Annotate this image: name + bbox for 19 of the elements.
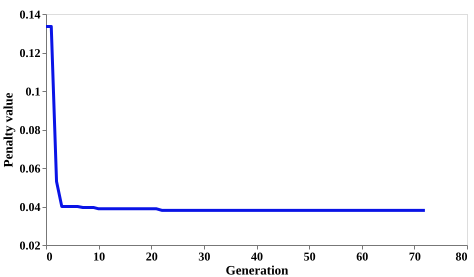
y-tick-label: 0.12 <box>20 46 40 60</box>
x-tick-label: 30 <box>198 250 210 264</box>
x-tick-label: 10 <box>93 250 106 264</box>
x-tick-label: 40 <box>251 250 263 264</box>
y-tick-label: 0.14 <box>20 8 40 22</box>
y-axis-title: Penalty value <box>0 92 16 168</box>
y-tick-label: 0.08 <box>20 123 40 137</box>
y-tick-label: 0.1 <box>26 84 40 98</box>
x-axis-title: Generation <box>226 262 290 277</box>
x-tick-label: 0 <box>46 250 52 264</box>
y-tick-label: 0.02 <box>20 238 40 252</box>
x-tick-label: 20 <box>146 250 158 264</box>
x-tick-label: 80 <box>456 250 468 264</box>
y-tick-label: 0.04 <box>20 200 40 214</box>
y-tick-label: 0.06 <box>20 162 40 176</box>
x-tick-label: 50 <box>304 250 316 264</box>
x-tick-label: 60 <box>356 250 368 264</box>
x-tick-label: 70 <box>408 250 421 264</box>
line-series <box>44 25 426 212</box>
